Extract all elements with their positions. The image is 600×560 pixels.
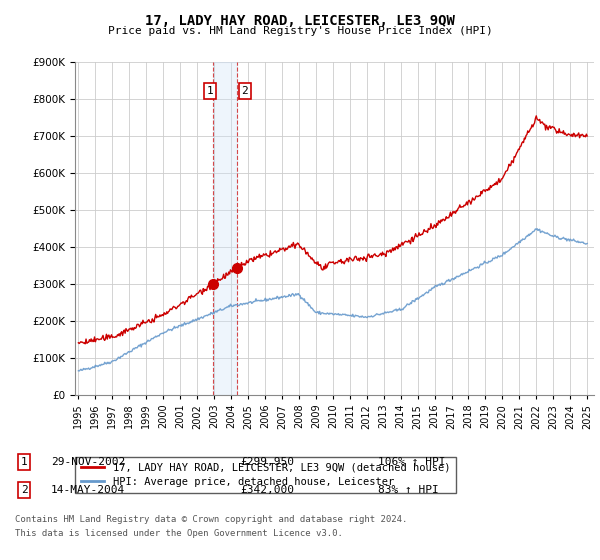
Text: 14-MAY-2004: 14-MAY-2004 [51,485,125,495]
Text: 17, LADY HAY ROAD, LEICESTER, LE3 9QW: 17, LADY HAY ROAD, LEICESTER, LE3 9QW [145,14,455,28]
Text: 1: 1 [20,457,28,467]
Text: 2: 2 [242,86,248,96]
Text: 83% ↑ HPI: 83% ↑ HPI [378,485,439,495]
Text: Price paid vs. HM Land Registry's House Price Index (HPI): Price paid vs. HM Land Registry's House … [107,26,493,36]
Text: £342,000: £342,000 [240,485,294,495]
Text: £299,950: £299,950 [240,457,294,467]
Legend: 17, LADY HAY ROAD, LEICESTER, LE3 9QW (detached house), HPI: Average price, deta: 17, LADY HAY ROAD, LEICESTER, LE3 9QW (d… [75,456,456,493]
Text: 1: 1 [206,86,214,96]
Text: 106% ↑ HPI: 106% ↑ HPI [378,457,445,467]
Text: 2: 2 [20,485,28,495]
Text: This data is licensed under the Open Government Licence v3.0.: This data is licensed under the Open Gov… [15,529,343,538]
Text: 29-NOV-2002: 29-NOV-2002 [51,457,125,467]
Bar [212,62,238,395]
Text: Contains HM Land Registry data © Crown copyright and database right 2024.: Contains HM Land Registry data © Crown c… [15,515,407,524]
